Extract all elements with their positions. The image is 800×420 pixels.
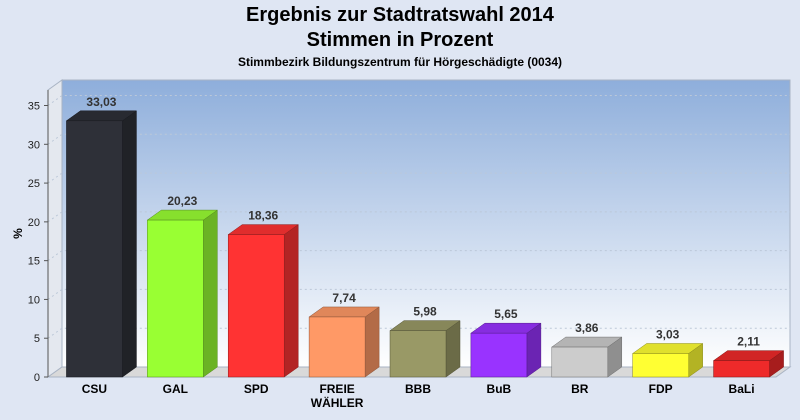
chart-subtitle: Stimmen in Prozent [306, 29, 494, 51]
y-tick-label: 25 [28, 178, 40, 190]
x-tick-label: FREIE WÄHLER [311, 382, 364, 410]
data-label: 3,03 [656, 327, 680, 341]
bar [712, 350, 785, 378]
data-label: 18,36 [248, 209, 278, 223]
gridline [47, 133, 790, 145]
bar-side [364, 306, 380, 378]
chart-caption: Stimmbezirk Bildungszentrum für Hörgesch… [237, 55, 563, 69]
data-label: 5,98 [413, 305, 437, 319]
bar-front [470, 332, 528, 378]
gridline [47, 211, 790, 223]
gridline [47, 327, 790, 339]
bar-side [203, 209, 218, 378]
data-label: 5,65 [494, 307, 518, 321]
bar-front [632, 353, 689, 378]
bar [470, 322, 542, 378]
bar-side [283, 224, 299, 378]
bar-front [308, 316, 366, 378]
chart-title: Ergebnis zur Stadtratswahl 2014 [246, 4, 554, 26]
bar [308, 306, 380, 378]
y-tick-label: 15 [28, 256, 40, 268]
x-tick-label: BaLi [729, 382, 755, 396]
x-tick-label: CSU [82, 382, 107, 396]
bar-front [551, 346, 609, 378]
bar [227, 224, 300, 378]
x-tick-label: BR [571, 382, 589, 396]
data-label: 7,74 [332, 291, 356, 305]
bar [65, 110, 138, 378]
bar-front [389, 330, 447, 378]
y-tick-label: 35 [28, 101, 40, 113]
bar [146, 209, 219, 378]
y-tick-label: 10 [28, 294, 40, 306]
bar-front [227, 234, 285, 378]
plot-side-wall [47, 79, 63, 378]
y-tick-label: 5 [34, 333, 40, 345]
y-axis-label: % [11, 228, 25, 239]
bar-front [147, 219, 204, 378]
data-label: 33,03 [86, 95, 116, 109]
bar-front [66, 120, 123, 378]
bar-front [713, 360, 770, 378]
x-tick-label: FDP [649, 382, 673, 396]
bar [389, 320, 461, 378]
gridline [47, 250, 790, 262]
data-label: 2,11 [737, 335, 760, 349]
x-tick-label: BBB [405, 382, 431, 396]
bar [550, 336, 623, 378]
gridline [47, 95, 790, 106]
x-tick-label: SPD [244, 382, 269, 396]
data-label: 20,23 [167, 194, 197, 208]
y-tick-label: 20 [28, 217, 40, 229]
y-tick-label: 0 [34, 372, 40, 384]
gridline [47, 288, 790, 300]
x-tick-label: BuB [487, 382, 512, 396]
bar-side [122, 110, 137, 378]
x-tick-label: GAL [163, 382, 188, 396]
gridline [47, 172, 790, 184]
data-label: 3,86 [575, 321, 599, 335]
y-tick-label: 30 [28, 139, 40, 151]
bar [631, 343, 704, 378]
